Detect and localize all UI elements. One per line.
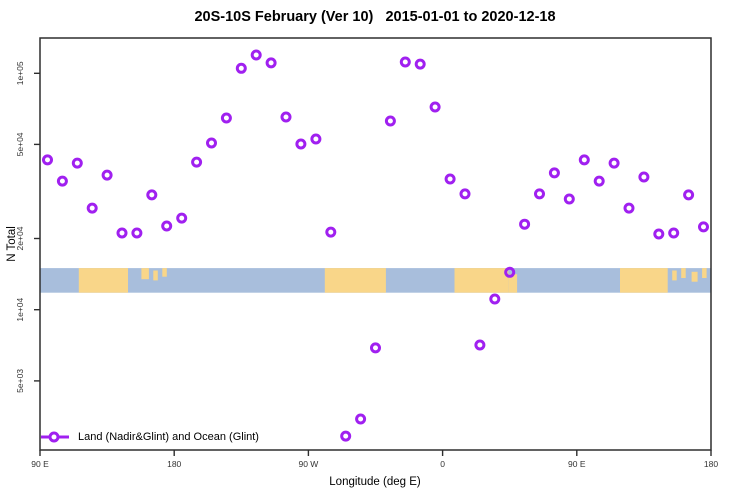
data-point-marker [340,430,352,442]
data-point-marker [42,154,53,166]
legend-label: Land (Nadir&Glint) and Ocean (Glint) [78,431,259,443]
data-point-marker [578,154,590,166]
data-point-marker [370,342,381,354]
land-patch [141,268,149,280]
y-tick-label: 1e+05 [15,61,25,85]
data-point-marker [444,173,456,185]
land-patch [153,270,158,281]
data-point-marker [250,49,262,61]
x-tick-label: 90 E [568,459,586,469]
data-point-marker [414,58,426,70]
data-point-marker [310,133,322,145]
land-patch [454,268,509,293]
chart-title: 20S-10S February (Ver 10) 2015-01-01 to … [194,9,556,25]
data-point-marker [56,175,68,187]
data-point-marker [146,189,158,201]
y-tick-label: 2e+04 [15,226,25,250]
data-point-marker [71,157,83,169]
data-point-marker [235,62,247,74]
data-point-marker [638,171,650,183]
data-point-marker [86,202,98,214]
data-point-marker [474,339,486,351]
land-patch [672,270,677,281]
data-point-marker [429,101,441,113]
data-point-marker [280,111,292,123]
data-point-marker [608,157,620,169]
y-tick-label: 5e+04 [15,132,25,156]
data-point-marker [325,226,337,238]
x-tick-label: 90 E [31,459,49,469]
land-patch [78,268,128,293]
data-point-marker [399,56,411,68]
x-tick-label: 180 [704,459,718,469]
land-patch [681,268,686,278]
y-tick-label: 5e+03 [15,369,25,393]
plot-box [39,37,712,451]
data-point-marker [653,228,665,240]
data-point-marker [593,175,605,187]
data-point-marker [683,189,695,201]
data-point-marker [489,293,501,305]
data-point-marker [548,167,560,179]
data-point-marker [698,221,709,233]
data-point-marker [176,212,188,224]
data-point-marker [295,138,307,150]
land-patch [324,268,386,293]
legend: Land (Nadir&Glint) and Ocean (Glint) [40,429,259,445]
legend-marker-icon [41,431,69,443]
land-patch [620,268,668,293]
land-patch [691,271,698,282]
data-point-marker [220,112,232,124]
data-point-marker [265,57,277,69]
x-axis-title: Longitude (deg E) [329,476,421,488]
data-point-marker [519,218,531,230]
data-point-marker [101,169,113,181]
y-axis-title: N Total [6,226,18,262]
land-patch [508,274,518,293]
data-point-marker [459,188,471,200]
data-point-marker [161,220,173,232]
x-tick-label: 90 W [298,459,318,469]
data-point-marker [355,413,367,425]
land-patch [162,268,167,277]
data-point-marker [191,156,203,168]
y-tick-label: 1e+04 [15,297,25,321]
land-patch [702,268,707,278]
data-point-marker [623,202,635,214]
data-point-marker [116,227,128,239]
data-point-marker [534,188,545,200]
data-point-marker [504,266,516,278]
data-point-marker [668,227,680,239]
data-point-marker [563,193,575,205]
data-point-marker [131,227,143,239]
x-tick-label: 180 [167,459,181,469]
x-tick-label: 0 [440,459,445,469]
data-point-marker [206,137,217,149]
data-point-marker [384,115,396,127]
